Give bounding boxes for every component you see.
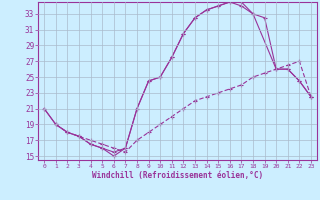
X-axis label: Windchill (Refroidissement éolien,°C): Windchill (Refroidissement éolien,°C)	[92, 171, 263, 180]
